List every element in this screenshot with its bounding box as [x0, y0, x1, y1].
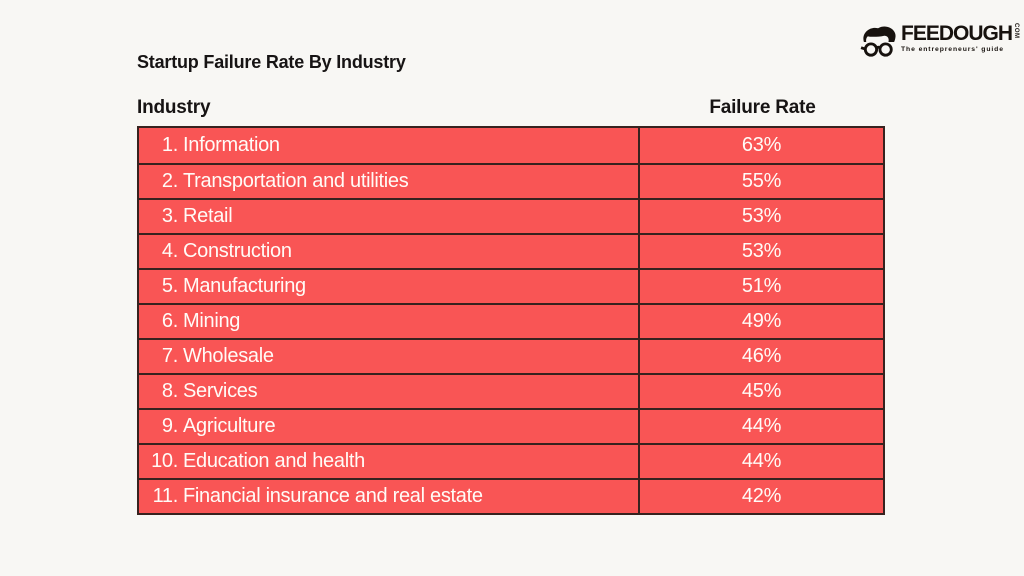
industry-cell: 4. Construction [139, 235, 640, 268]
failure-rate-cell: 53% [741, 205, 782, 227]
industry-label: Agriculture [183, 415, 276, 437]
failure-rate-cell: 53% [741, 240, 782, 262]
table-row: 10. Education and health 44% [139, 443, 883, 478]
logo-domain-text: COM [1013, 23, 1020, 39]
logo-text: FEEDOUGH COM The entrepreneurs' guide [901, 22, 1020, 54]
table-row: 5. Manufacturing 51% [139, 268, 883, 303]
industry-label: Mining [183, 310, 241, 332]
industry-cell: 7. Wholesale [139, 340, 640, 373]
row-rank: 11. [152, 485, 179, 507]
failure-rate-cell: 49% [741, 310, 782, 332]
failure-rate-cell: 55% [741, 170, 782, 192]
row-rank: 9. [161, 415, 178, 437]
table-row: 6. Mining 49% [139, 303, 883, 338]
row-rank: 1. [161, 134, 178, 156]
row-rank: 8. [161, 380, 178, 402]
table-row: 4. Construction 53% [139, 233, 883, 268]
nerd-face-icon [860, 26, 896, 57]
industry-label: Education and health [183, 450, 365, 472]
industry-cell: 1. Information [139, 128, 640, 163]
table-row: 9. Agriculture 44% [139, 408, 883, 443]
failure-rate-cell: 63% [741, 134, 782, 156]
feedough-logo: FEEDOUGH COM The entrepreneurs' guide [860, 23, 1019, 59]
industry-cell: 6. Mining [139, 305, 640, 338]
row-rank: 2. [161, 170, 178, 192]
logo-brand-text: FEEDOUGH [901, 22, 1013, 45]
row-rank: 5. [161, 275, 178, 297]
failure-rate-cell: 45% [741, 380, 782, 402]
column-header-failure-rate: Failure Rate [709, 97, 816, 118]
industry-label: Retail [183, 205, 233, 227]
failure-rate-cell: 44% [741, 415, 782, 437]
table-row: 2. Transportation and utilities 55% [139, 163, 883, 198]
industry-cell: 5. Manufacturing [139, 270, 640, 303]
table-row: 7. Wholesale 46% [139, 338, 883, 373]
failure-rate-cell: 51% [741, 275, 782, 297]
row-rank: 4. [161, 240, 178, 262]
failure-rate-cell: 42% [741, 485, 782, 507]
row-rank: 6. [161, 310, 178, 332]
industry-cell: 11. Financial insurance and real estate [139, 480, 640, 513]
table-row: 3. Retail 53% [139, 198, 883, 233]
industry-label: Wholesale [183, 345, 274, 367]
table-row: 8. Services 45% [139, 373, 883, 408]
row-rank: 3. [161, 205, 178, 227]
column-header-industry: Industry [137, 97, 211, 118]
industry-cell: 10. Education and health [139, 445, 640, 478]
industry-label: Services [183, 380, 258, 402]
industry-label: Information [183, 134, 280, 156]
industry-cell: 2. Transportation and utilities [139, 165, 640, 198]
failure-rate-cell: 44% [741, 450, 782, 472]
row-rank: 7. [161, 345, 178, 367]
table-row: 11. Financial insurance and real estate 42… [139, 478, 883, 513]
row-rank: 10. [151, 450, 178, 472]
industry-cell: 8. Services [139, 375, 640, 408]
industry-label: Manufacturing [183, 275, 306, 297]
industry-cell: 3. Retail [139, 200, 640, 233]
industry-label: Construction [183, 240, 292, 262]
table-header-row: Industry Failure Rate [137, 97, 885, 119]
table-row: 1. Information 63% [139, 128, 883, 163]
failure-rate-table: 1. Information 63% 2. Transportation and uti… [137, 126, 885, 515]
page-title: Startup Failure Rate By Industry [137, 52, 406, 72]
industry-cell: 9. Agriculture [139, 410, 640, 443]
industry-label: Transportation and utilities [183, 170, 409, 192]
failure-rate-cell: 46% [741, 345, 782, 367]
logo-tagline: The entrepreneurs' guide [901, 46, 1004, 53]
industry-label: Financial insurance and real estate [183, 485, 483, 507]
